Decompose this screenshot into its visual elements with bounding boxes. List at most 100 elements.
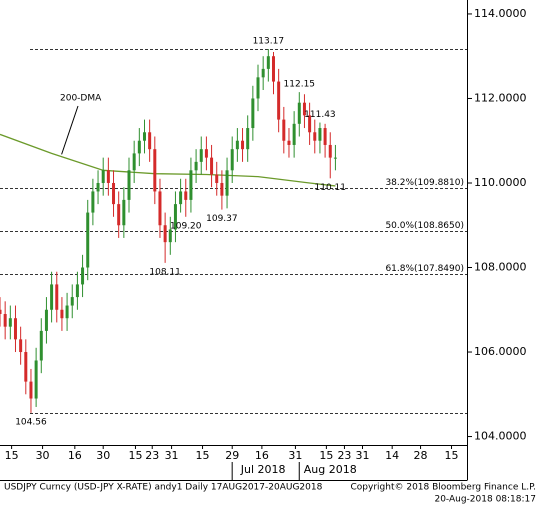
- price-annotation: 111.43: [304, 110, 336, 120]
- candle-body: [132, 153, 136, 171]
- x-tick-label: 28: [414, 449, 428, 462]
- candle-body: [44, 309, 48, 331]
- x-tick-label: 23: [145, 449, 159, 462]
- candle-body: [230, 149, 234, 171]
- candle-body: [282, 119, 286, 141]
- month-label: Jul 2018: [240, 463, 286, 476]
- candle-body: [194, 161, 198, 171]
- candle-body: [184, 191, 188, 200]
- fib-label: 50.0%(108.8650): [385, 221, 464, 231]
- candle-body: [70, 297, 74, 306]
- candle-body: [153, 149, 157, 192]
- candle-body: [313, 132, 317, 141]
- candle-body: [50, 284, 54, 310]
- x-tick-label: 14: [385, 449, 399, 462]
- candle-body: [323, 128, 327, 145]
- candle-body: [199, 149, 203, 162]
- candle-body: [39, 330, 43, 361]
- candle-body: [60, 309, 64, 319]
- candle-body: [55, 284, 59, 310]
- candle-body: [287, 140, 291, 145]
- x-tick-label: 30: [96, 449, 110, 462]
- candle-body: [142, 132, 146, 141]
- candle-body: [163, 225, 167, 243]
- candle-body: [19, 339, 23, 353]
- x-tick-label: 15: [319, 449, 333, 462]
- candle-body: [158, 191, 162, 226]
- fib-label: 61.8%(107.8490): [385, 264, 464, 274]
- x-tick-label: 15: [128, 449, 142, 462]
- candle-body: [328, 144, 332, 158]
- footer-right: Copyright© 2018 Bloomberg Finance L.P.: [351, 483, 536, 493]
- candle-body: [251, 98, 255, 129]
- candle-body: [246, 128, 250, 150]
- x-tick-label: 31: [165, 449, 179, 462]
- candle-body: [137, 140, 141, 154]
- price-annotation: 112.15: [284, 80, 316, 90]
- candle-body: [168, 229, 172, 243]
- x-tick-label: 15: [196, 449, 210, 462]
- candle-body: [96, 182, 100, 192]
- candle-body: [29, 381, 33, 399]
- candle-body: [256, 77, 260, 99]
- candle-body: [13, 318, 17, 340]
- candle-body: [271, 56, 275, 82]
- footer-left: USDJPY Curncy (USD-JPY X-RATE) andy1 Dai…: [4, 483, 323, 493]
- candle-body: [3, 313, 7, 327]
- candle-body: [24, 352, 28, 382]
- x-tick-label: 29: [225, 449, 239, 462]
- price-annotation: 108.11: [149, 267, 181, 277]
- candle-body: [277, 81, 281, 120]
- x-tick-label: 15: [445, 449, 459, 462]
- candle-body: [127, 170, 131, 200]
- footer-date: 20-Aug-2018 08:18:17: [434, 495, 536, 505]
- candle-body: [112, 182, 116, 205]
- price-annotation: 109.20: [170, 221, 202, 231]
- x-tick-label: 30: [36, 449, 50, 462]
- candle-body: [8, 318, 12, 327]
- x-tick-label: 16: [255, 449, 269, 462]
- candle-body: [189, 170, 193, 200]
- candle-body: [261, 68, 265, 78]
- candle-body: [204, 149, 208, 158]
- y-tick-label: 108.0000: [474, 261, 527, 274]
- candle-body: [148, 132, 152, 150]
- candle-body: [117, 204, 121, 226]
- candle-body: [225, 170, 229, 196]
- price-annotation: 113.17: [253, 37, 285, 47]
- moving-average-leader: [61, 105, 79, 155]
- candle-body: [86, 212, 90, 268]
- candle-body: [101, 170, 105, 183]
- y-tick-label: 114.0000: [474, 7, 527, 20]
- candle-body: [65, 305, 69, 319]
- candle-body: [179, 191, 183, 205]
- x-tick-label: 31: [356, 449, 370, 462]
- candle-body: [75, 284, 79, 298]
- price-annotation: 104.56: [15, 417, 47, 427]
- candle-body: [266, 56, 270, 69]
- candle-body: [318, 128, 322, 141]
- y-tick-label: 104.0000: [474, 430, 527, 443]
- x-tick-label: 15: [5, 449, 19, 462]
- fib-label: 38.2%(109.8810): [385, 178, 464, 188]
- candle-body: [106, 170, 110, 183]
- x-tick-label: 31: [288, 449, 302, 462]
- candle-body: [220, 182, 224, 196]
- x-tick-label: 23: [337, 449, 351, 462]
- moving-average-name: 200-DMA: [60, 94, 102, 104]
- y-tick-label: 106.0000: [474, 345, 527, 358]
- candle-body: [308, 115, 312, 133]
- price-annotation: 109.37: [206, 214, 238, 224]
- y-tick-label: 110.0000: [474, 176, 527, 189]
- candle-body: [81, 267, 85, 285]
- y-tick-label: 112.0000: [474, 91, 527, 104]
- price-annotation: 110.11: [315, 183, 347, 193]
- candle-body: [210, 157, 214, 175]
- moving-average-line: [0, 133, 336, 187]
- candle-body: [292, 123, 296, 145]
- candle-body: [122, 199, 126, 226]
- candle-body: [241, 140, 245, 150]
- month-label: Aug 2018: [304, 463, 357, 476]
